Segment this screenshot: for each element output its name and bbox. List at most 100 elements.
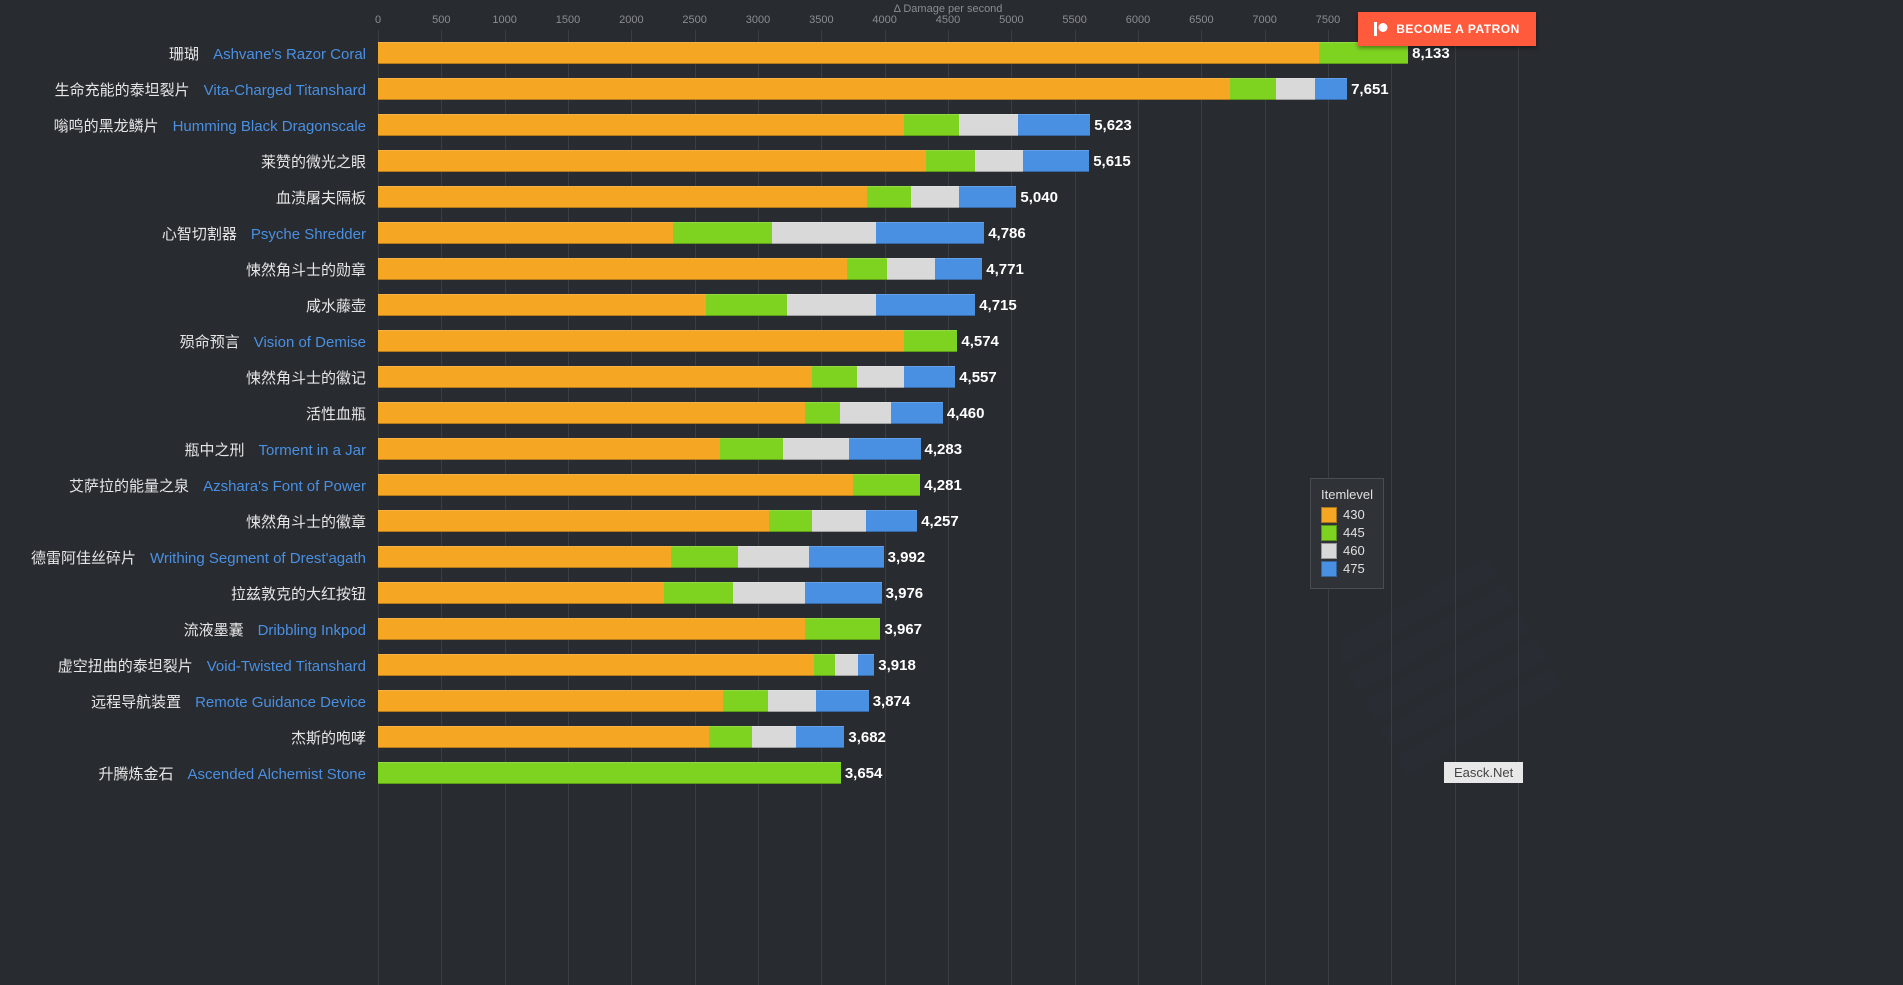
row-label[interactable]: 悚然角斗士的徽章 — [246, 511, 378, 532]
become-patron-button[interactable]: BECOME A PATRON — [1358, 12, 1536, 46]
row-label[interactable]: 珊瑚Ashvane's Razor Coral — [169, 43, 378, 64]
bar-segment-445[interactable] — [904, 330, 958, 352]
bar-segment-460[interactable] — [738, 546, 809, 568]
bar-segment-445[interactable] — [664, 582, 732, 604]
row-label[interactable]: 悚然角斗士的勋章 — [246, 259, 378, 280]
bar-segment-430[interactable] — [378, 330, 904, 352]
bar-segment-430[interactable] — [378, 294, 706, 316]
bar-segment-430[interactable] — [378, 366, 812, 388]
bar-segment-475[interactable] — [858, 654, 874, 676]
bar-segment-460[interactable] — [1276, 78, 1315, 100]
bar-segment-475[interactable] — [866, 510, 918, 532]
bar-segment-430[interactable] — [378, 654, 814, 676]
legend-item[interactable]: 430 — [1321, 506, 1373, 524]
bar-segment-445[interactable] — [867, 186, 911, 208]
row-label[interactable]: 血渍屠夫隔板 — [276, 187, 378, 208]
bar-segment-445[interactable] — [904, 114, 960, 136]
bar-segment-475[interactable] — [809, 546, 884, 568]
bar-segment-445[interactable] — [926, 150, 974, 172]
bar-segment-475[interactable] — [1023, 150, 1090, 172]
bar-segment-460[interactable] — [812, 510, 865, 532]
bar-segment-445[interactable] — [805, 402, 840, 424]
bar-segment-445[interactable] — [723, 690, 769, 712]
bar-track: 7,651 — [378, 78, 1389, 100]
bar-segment-430[interactable] — [378, 42, 1319, 64]
row-label[interactable]: 活性血瓶 — [306, 403, 378, 424]
bar-segment-475[interactable] — [1315, 78, 1347, 100]
row-label[interactable]: 殒命预言Vision of Demise — [180, 331, 378, 352]
bar-segment-460[interactable] — [783, 438, 849, 460]
bar-segment-475[interactable] — [876, 294, 975, 316]
row-label[interactable]: 莱赞的微光之眼 — [261, 151, 378, 172]
bar-segment-445[interactable] — [812, 366, 856, 388]
bar-segment-475[interactable] — [959, 186, 1016, 208]
bar-segment-475[interactable] — [849, 438, 920, 460]
bar-segment-475[interactable] — [805, 582, 882, 604]
legend-item[interactable]: 460 — [1321, 542, 1373, 560]
row-label[interactable]: 瓶中之刑Torment in a Jar — [184, 439, 378, 460]
bar-segment-475[interactable] — [816, 690, 868, 712]
bar-segment-445[interactable] — [720, 438, 783, 460]
bar-segment-460[interactable] — [787, 294, 876, 316]
bar-segment-475[interactable] — [935, 258, 982, 280]
bar-segment-430[interactable] — [378, 222, 673, 244]
bar-segment-430[interactable] — [378, 474, 853, 496]
row-label[interactable]: 虚空扭曲的泰坦裂片Void-Twisted Titanshard — [58, 655, 378, 676]
bar-segment-475[interactable] — [876, 222, 984, 244]
row-label[interactable]: 拉兹敦克的大红按钮 — [231, 583, 378, 604]
row-label[interactable]: 德雷阿佳丝碎片Writhing Segment of Drest'agath — [31, 547, 378, 568]
bar-segment-445[interactable] — [769, 510, 812, 532]
bar-segment-430[interactable] — [378, 438, 720, 460]
bar-segment-445[interactable] — [673, 222, 772, 244]
bar-segment-445[interactable] — [847, 258, 888, 280]
bar-segment-445[interactable] — [814, 654, 836, 676]
bar-segment-430[interactable] — [378, 150, 926, 172]
row-label[interactable]: 咸水藤壶 — [306, 295, 378, 316]
row-label[interactable]: 升腾炼金石Ascended Alchemist Stone — [99, 763, 378, 784]
bar-segment-460[interactable] — [772, 222, 876, 244]
bar-segment-445[interactable] — [853, 474, 920, 496]
bar-segment-430[interactable] — [378, 258, 847, 280]
legend-item[interactable]: 445 — [1321, 524, 1373, 542]
bar-segment-430[interactable] — [378, 510, 769, 532]
bar-segment-475[interactable] — [796, 726, 844, 748]
bar-segment-460[interactable] — [835, 654, 858, 676]
row-label[interactable]: 远程导航装置Remote Guidance Device — [91, 691, 378, 712]
bar-segment-460[interactable] — [975, 150, 1023, 172]
row-label[interactable]: 杰斯的咆哮 — [291, 727, 378, 748]
bar-segment-460[interactable] — [887, 258, 935, 280]
row-label[interactable]: 悚然角斗士的徽记 — [246, 367, 378, 388]
bar-segment-430[interactable] — [378, 618, 805, 640]
bar-segment-460[interactable] — [752, 726, 796, 748]
row-label[interactable]: 艾萨拉的能量之泉Azshara's Font of Power — [69, 475, 378, 496]
bar-segment-445[interactable] — [671, 546, 738, 568]
bar-segment-430[interactable] — [378, 546, 671, 568]
row-label[interactable]: 生命充能的泰坦裂片Vita-Charged Titanshard — [55, 79, 378, 100]
bar-segment-460[interactable] — [840, 402, 891, 424]
bar-segment-430[interactable] — [378, 78, 1230, 100]
bar-segment-460[interactable] — [911, 186, 959, 208]
bar-segment-460[interactable] — [733, 582, 805, 604]
bar-segment-460[interactable] — [857, 366, 904, 388]
bar-segment-475[interactable] — [891, 402, 943, 424]
bar-segment-445[interactable] — [805, 618, 881, 640]
bar-segment-445[interactable] — [1230, 78, 1276, 100]
bar-segment-430[interactable] — [378, 186, 867, 208]
bar-segment-445[interactable] — [709, 726, 752, 748]
legend-item[interactable]: 475 — [1321, 560, 1373, 578]
bar-segment-430[interactable] — [378, 690, 723, 712]
row-label[interactable]: 心智切割器Psyche Shredder — [162, 223, 378, 244]
bar-value-label: 3,976 — [886, 585, 924, 602]
row-label[interactable]: 流液墨囊Dribbling Inkpod — [184, 619, 378, 640]
bar-segment-475[interactable] — [904, 366, 956, 388]
bar-segment-445[interactable] — [378, 762, 841, 784]
bar-segment-460[interactable] — [959, 114, 1017, 136]
bar-segment-430[interactable] — [378, 582, 664, 604]
bar-segment-430[interactable] — [378, 114, 904, 136]
bar-segment-475[interactable] — [1018, 114, 1091, 136]
bar-segment-430[interactable] — [378, 726, 709, 748]
row-label[interactable]: 嗡鸣的黑龙鳞片Humming Black Dragonscale — [54, 115, 378, 136]
bar-segment-430[interactable] — [378, 402, 805, 424]
bar-segment-460[interactable] — [768, 690, 816, 712]
bar-segment-445[interactable] — [706, 294, 787, 316]
